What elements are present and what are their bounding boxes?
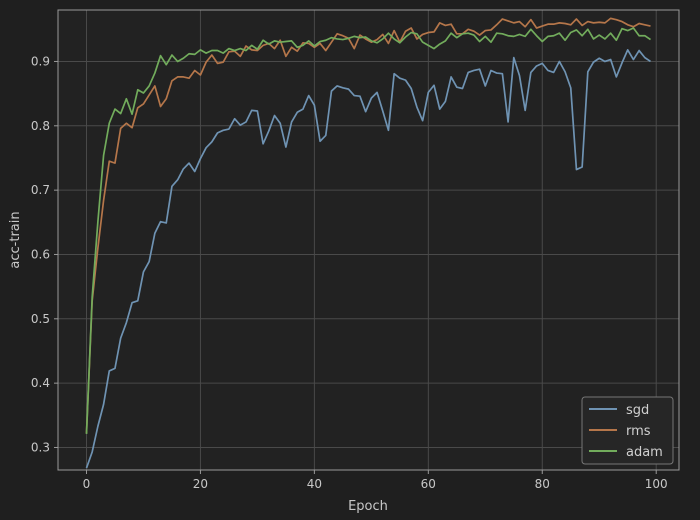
- y-axis-label: acc-train: [8, 211, 23, 268]
- x-tick-label: 40: [307, 477, 322, 491]
- series-lines: [85, 17, 651, 469]
- legend-box: [581, 396, 674, 465]
- series-line-rms: [85, 17, 651, 434]
- plot-frame: [57, 9, 680, 471]
- x-tick-label: 60: [421, 477, 436, 491]
- legend-label-rms: rms: [626, 424, 651, 439]
- x-tick-label: 20: [193, 477, 208, 491]
- x-tick-label: 100: [645, 477, 668, 491]
- plot-area: [58, 10, 679, 470]
- y-axis-ticks: 0.3 0.4 0.5 0.6 0.7 0.8 0.9: [31, 54, 58, 454]
- legend-label-sgd: sgd: [626, 403, 649, 418]
- y-tick-label: 0.6: [31, 247, 50, 261]
- series-line-sgd: [85, 49, 651, 469]
- legend: sgd rms adam: [581, 396, 674, 465]
- grid-lines: [58, 10, 679, 470]
- y-tick-label: 0.9: [31, 54, 50, 68]
- x-tick-label: 0: [83, 477, 91, 491]
- x-axis-label: Epoch: [348, 499, 388, 514]
- series-line-adam: [85, 27, 651, 435]
- y-tick-label: 0.5: [31, 312, 50, 326]
- y-tick-label: 0.3: [31, 440, 50, 454]
- x-axis-ticks: 0 20 40 60 80 100: [83, 470, 668, 491]
- y-tick-label: 0.4: [31, 376, 50, 390]
- y-tick-label: 0.7: [31, 183, 50, 197]
- y-tick-label: 0.8: [31, 119, 50, 133]
- legend-label-adam: adam: [626, 445, 663, 460]
- x-tick-label: 80: [535, 477, 550, 491]
